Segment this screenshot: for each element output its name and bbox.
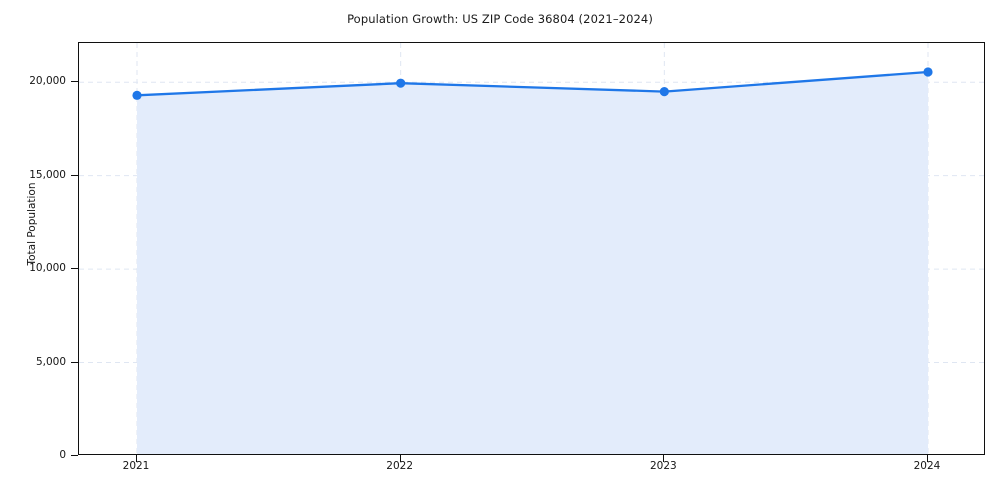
y-axis-tick-labels: 0 5,000 10,000 15,000 20,000 [0,42,66,461]
y-tick-label: 10,000 [29,262,66,275]
y-tick-label: 20,000 [29,75,66,88]
y-tick-label: 0 [59,449,66,461]
chart-title: Population Growth: US ZIP Code 36804 (20… [347,12,653,26]
y-tick-mark [71,455,78,456]
plot-area [78,42,985,455]
area-fill [137,71,928,454]
x-tick-mark [663,455,665,462]
x-tick-mark [399,455,401,462]
y-axis-tick-marks [0,42,78,456]
x-tick-mark [926,455,928,462]
x-axis-tick-labels: 2021 2022 2023 2024 [0,460,1000,484]
y-tick-mark [71,174,78,176]
chart-plot-svg [79,43,984,454]
x-tick-label: 2023 [649,460,677,472]
x-tick-label: 2024 [913,460,941,472]
y-axis-label: Total Population [26,182,38,266]
x-axis-tick-marks [0,455,1000,463]
y-tick-mark [71,361,78,363]
population-line [135,70,930,97]
x-tick-label: 2022 [386,460,414,472]
y-tick-label: 15,000 [29,168,66,181]
data-point-markers [132,67,933,100]
x-tick-mark [136,455,137,462]
y-tick-mark [71,268,78,270]
y-tick-mark [71,81,78,83]
y-tick-label: 5,000 [35,355,66,368]
x-tick-label: 2021 [122,460,150,472]
